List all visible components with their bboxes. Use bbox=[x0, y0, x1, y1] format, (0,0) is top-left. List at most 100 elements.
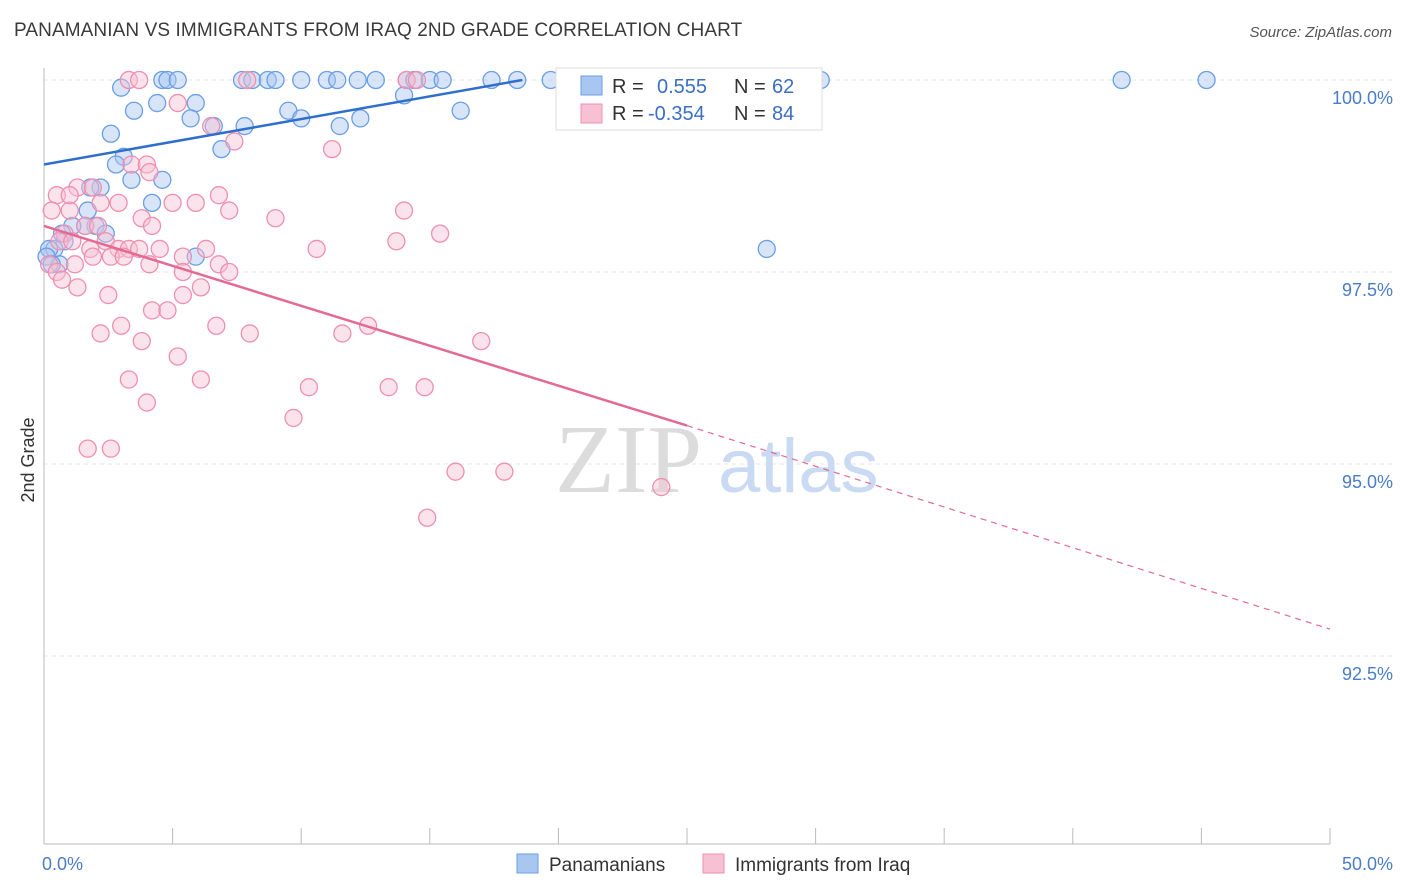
data-point-iraq bbox=[109, 193, 128, 213]
data-point-iraq bbox=[207, 316, 226, 335]
data-point-iraq bbox=[418, 508, 437, 527]
data-point-iraq bbox=[307, 239, 326, 259]
legend-n-value-2: 84 bbox=[772, 103, 794, 125]
data-point-iraq bbox=[196, 239, 216, 259]
data-point-iraq bbox=[240, 324, 259, 343]
data-point-panamanians bbox=[153, 70, 172, 90]
data-point-panamanians bbox=[181, 109, 200, 128]
data-point-panamanians bbox=[451, 101, 470, 120]
chart-source: Source: ZipAtlas.com bbox=[1249, 24, 1392, 41]
data-point-iraq bbox=[186, 193, 205, 213]
data-point-iraq bbox=[142, 216, 162, 236]
bottom-legend-label-panamanians: Panamanians bbox=[549, 855, 665, 876]
data-point-iraq bbox=[379, 378, 398, 397]
data-point-panamanians bbox=[243, 70, 262, 90]
legend-n-value-1: 62 bbox=[772, 76, 794, 98]
data-point-iraq bbox=[101, 247, 121, 266]
data-point-iraq bbox=[60, 201, 79, 220]
data-point-iraq bbox=[122, 155, 141, 174]
data-point-iraq bbox=[238, 70, 257, 90]
legend-swatch-panamanians bbox=[580, 75, 603, 96]
data-point-iraq bbox=[173, 247, 193, 266]
legend-n-label-1: N = bbox=[734, 76, 766, 98]
data-point-iraq bbox=[91, 324, 110, 343]
trend-line-iraq bbox=[43, 224, 688, 427]
data-point-panamanians bbox=[328, 70, 347, 90]
trend-line-panamanians bbox=[43, 78, 523, 166]
bottom-legend-swatch-panamanians bbox=[516, 853, 539, 874]
data-point-panamanians bbox=[366, 70, 385, 90]
y-axis-label: 2nd Grade bbox=[18, 417, 38, 502]
legend: R = 0.555 N = 62 R = -0.354 N = 84 bbox=[555, 67, 823, 131]
x-tick-labels: 0.0% 50.0% bbox=[42, 854, 1393, 874]
chart-title: PANAMANIAN VS IMMIGRANTS FROM IRAQ 2ND G… bbox=[14, 20, 743, 41]
data-point-iraq bbox=[99, 285, 118, 305]
data-point-panamanians bbox=[351, 109, 370, 128]
data-point-iraq bbox=[446, 462, 465, 481]
data-point-panamanians bbox=[112, 78, 131, 97]
data-point-iraq bbox=[495, 462, 514, 481]
data-point-iraq bbox=[387, 232, 406, 251]
data-point-panamanians bbox=[114, 147, 133, 166]
data-point-panamanians bbox=[96, 224, 115, 243]
data-point-iraq bbox=[150, 239, 169, 259]
y-tick-labels: 100.0% 97.5% 95.0% 92.5% bbox=[1332, 88, 1393, 684]
data-point-panamanians bbox=[106, 155, 126, 174]
data-point-iraq bbox=[76, 216, 95, 236]
data-point-iraq bbox=[209, 186, 229, 205]
data-point-panamanians bbox=[757, 239, 776, 259]
data-point-panamanians bbox=[168, 70, 187, 90]
data-point-iraq bbox=[173, 285, 193, 305]
data-point-iraq bbox=[220, 262, 239, 282]
data-point-iraq bbox=[78, 439, 97, 458]
data-point-iraq bbox=[220, 201, 239, 220]
bottom-legend-swatch-iraq bbox=[702, 853, 725, 874]
data-point-iraq bbox=[83, 247, 103, 266]
data-point-iraq bbox=[163, 193, 182, 213]
data-point-panamanians bbox=[158, 70, 177, 90]
data-point-panamanians bbox=[420, 70, 439, 90]
data-point-iraq bbox=[284, 408, 303, 428]
data-point-iraq bbox=[168, 347, 187, 366]
data-point-panamanians bbox=[235, 116, 254, 136]
data-point-iraq bbox=[42, 201, 61, 220]
data-point-iraq bbox=[137, 393, 157, 412]
y-tick-label: 95.0% bbox=[1342, 472, 1393, 492]
data-point-panamanians bbox=[1112, 70, 1131, 90]
data-point-iraq bbox=[130, 70, 149, 90]
data-point-iraq bbox=[472, 331, 491, 351]
data-point-panamanians bbox=[317, 70, 337, 90]
data-point-panamanians bbox=[91, 178, 110, 197]
data-point-panamanians bbox=[142, 193, 162, 213]
legend-r-label-1: R = bbox=[612, 76, 644, 98]
data-point-iraq bbox=[266, 209, 285, 228]
data-point-panamanians bbox=[348, 70, 367, 90]
data-point-iraq bbox=[91, 193, 110, 213]
data-point-panamanians bbox=[266, 70, 285, 90]
data-point-panamanians bbox=[101, 124, 121, 143]
data-point-panamanians bbox=[124, 101, 144, 120]
data-point-panamanians bbox=[232, 70, 252, 90]
data-point-panamanians bbox=[186, 93, 205, 113]
data-point-iraq bbox=[430, 224, 450, 243]
y-tick-label: 92.5% bbox=[1342, 664, 1393, 684]
trend-lines bbox=[43, 78, 1331, 630]
legend-n-label-2: N = bbox=[734, 103, 766, 125]
watermark: ZIP atlas bbox=[555, 406, 879, 514]
data-point-panamanians bbox=[122, 170, 141, 189]
data-point-iraq bbox=[119, 370, 139, 389]
data-point-iraq bbox=[52, 270, 72, 289]
legend-swatch-iraq bbox=[580, 103, 603, 124]
data-point-iraq bbox=[322, 139, 342, 159]
data-point-iraq bbox=[652, 477, 671, 497]
data-point-iraq bbox=[132, 331, 151, 351]
data-point-panamanians bbox=[148, 93, 167, 113]
data-point-panamanians bbox=[433, 70, 452, 90]
trend-line-iraq-extension bbox=[686, 425, 1331, 630]
data-point-iraq bbox=[101, 439, 121, 458]
data-point-iraq bbox=[142, 301, 162, 320]
data-point-iraq bbox=[158, 301, 177, 320]
data-point-iraq bbox=[65, 255, 85, 274]
data-point-iraq bbox=[394, 201, 414, 220]
data-point-panamanians bbox=[330, 116, 349, 136]
